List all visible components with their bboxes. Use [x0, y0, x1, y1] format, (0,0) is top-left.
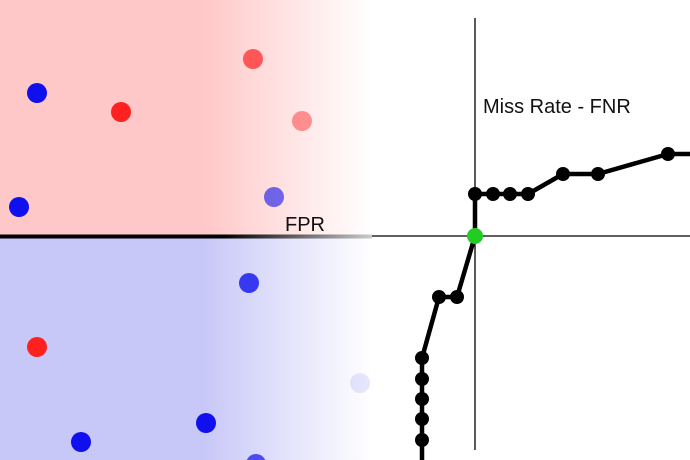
scatter-points	[9, 49, 370, 460]
blue-point	[196, 413, 216, 433]
miss-rate-label: Miss Rate - FNR	[483, 96, 631, 118]
curve-node	[415, 392, 429, 406]
curve-node	[415, 351, 429, 365]
threshold-point	[467, 228, 483, 244]
blue-point	[350, 373, 370, 393]
blue-point	[27, 83, 47, 103]
curve-node	[486, 187, 500, 201]
curve-node	[503, 187, 517, 201]
curve-node	[468, 187, 482, 201]
curve-node	[432, 290, 446, 304]
red-point	[243, 49, 263, 69]
curve-node	[661, 147, 675, 161]
blue-point	[71, 432, 91, 452]
threshold-divider	[0, 234, 372, 239]
red-point	[27, 337, 47, 357]
curve-node	[415, 372, 429, 386]
blue-point	[264, 187, 284, 207]
curve-node	[556, 167, 570, 181]
curve-line	[419, 151, 690, 460]
fpr-label: FPR	[285, 214, 325, 236]
positive-region	[0, 0, 372, 236]
curve-node	[450, 290, 464, 304]
curve-node	[415, 412, 429, 426]
curve-node	[591, 167, 605, 181]
curve-node	[415, 433, 429, 447]
negative-region	[0, 238, 372, 460]
tradeoff-curve	[415, 147, 690, 460]
blue-point	[239, 273, 259, 293]
blue-point	[9, 197, 29, 217]
blue-point	[246, 454, 266, 460]
red-point	[111, 102, 131, 122]
curve-node	[521, 187, 535, 201]
red-point	[292, 111, 312, 131]
